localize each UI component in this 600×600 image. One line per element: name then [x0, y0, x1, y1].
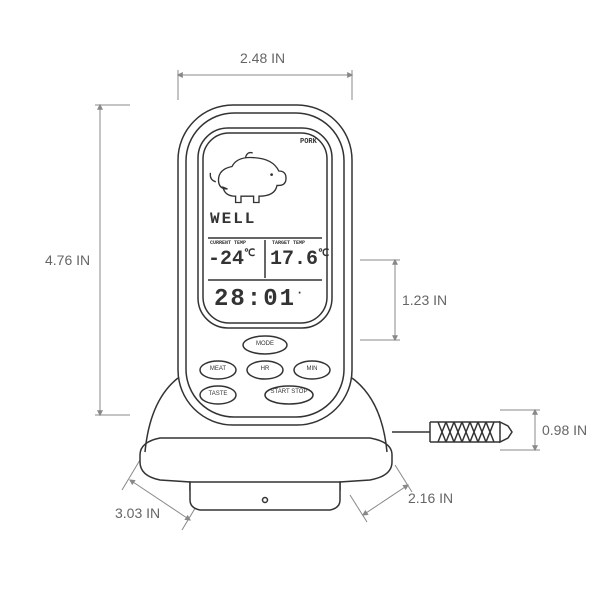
- btn-label-start: START STOP: [269, 389, 309, 395]
- label-width-top: 2.48 IN: [240, 50, 285, 66]
- btn-label-meat: MEAT: [203, 366, 233, 372]
- btn-label-min: MIN: [297, 366, 327, 372]
- lcd-current-label: CURRENT TEMP: [210, 240, 246, 246]
- lcd-timer: 28:01·: [214, 286, 305, 313]
- label-probe-right: 0.98 IN: [542, 422, 587, 438]
- btn-label-mode: MODE: [250, 341, 280, 347]
- dim-upper-right: [360, 260, 400, 340]
- dim-probe-right: [500, 410, 540, 450]
- lcd-current-temp-unit: ℃: [244, 249, 255, 260]
- btn-label-taste: TASTE: [203, 391, 233, 397]
- lcd-timer-dot: ·: [296, 286, 305, 300]
- lcd-target-temp-value: 17.6: [270, 248, 318, 271]
- dim-height-left: [95, 105, 130, 415]
- label-depth-left: 3.03 IN: [115, 505, 160, 521]
- lcd-target-label: TARGET TEMP: [272, 240, 305, 246]
- lcd-target-temp: 17.6℃: [270, 248, 329, 271]
- lcd-target-temp-unit: ℃: [318, 249, 329, 260]
- label-height-left: 4.76 IN: [45, 252, 90, 268]
- lcd-timer-value: 28:01: [214, 286, 296, 313]
- dim-width-top: [178, 70, 352, 100]
- lcd-current-temp-value: -24: [208, 248, 244, 271]
- lcd-current-temp: -24℃: [208, 248, 255, 271]
- label-depth-right: 2.16 IN: [408, 490, 453, 506]
- btn-label-hr: HR: [250, 366, 280, 372]
- label-upper-right: 1.23 IN: [402, 292, 447, 308]
- lcd-meat-label: PORK: [300, 138, 317, 146]
- lcd-doneness: WELL: [210, 210, 256, 228]
- probe: [392, 422, 512, 442]
